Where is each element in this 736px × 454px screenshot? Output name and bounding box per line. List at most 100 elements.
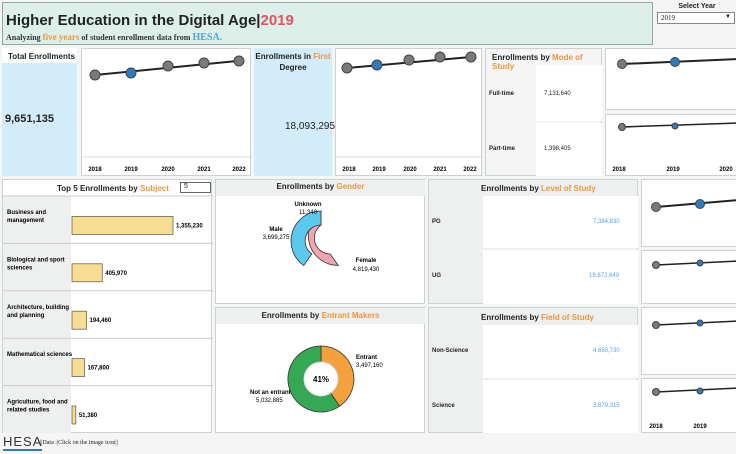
svg-text:2020: 2020 [403,167,417,173]
level-row-value: 7,384,830 [593,219,620,225]
gender-donut: Unknown 11,340 Male 3,699,275 Female 4,8… [263,202,380,273]
mode-title: Enrollments by Mode of Study [492,53,583,71]
x-tick: 2022 [232,167,246,173]
chevron-down-icon: ▼ [725,14,731,20]
level-row-value: 19,672,640 [589,273,620,279]
page-subtitle: Analyzing five years of student enrollme… [6,32,223,43]
level-card: Enrollments by Level of Study PG 7,384,8… [428,179,638,304]
x-tick: 2020 [161,167,175,173]
trend-point [89,69,101,81]
level-row-label: UG [432,273,441,279]
select-year-dropdown[interactable]: 2019 ▼ [657,12,735,24]
subject-label: Mathematical sciences [7,352,73,358]
subject-label: sciences [7,265,33,271]
total-enrollments-card: Total Enrollments 9,651,135 [2,48,77,176]
subject-bar-chart: Business and management 1,355,230 Biologica… [3,195,213,425]
hesa-logo[interactable]: HESA [3,434,43,451]
svg-text:Not an entrant: Not an entrant [250,390,291,396]
subject-label: Business and [7,210,46,216]
gender-card: Enrollments by Gender Unknown 11,340 Mal… [215,179,426,304]
subject-label: Biological and sport [7,257,65,263]
svg-text:2019: 2019 [372,167,386,173]
subject-value: 1,355,230 [176,223,203,229]
footer-data-link[interactable]: ||Data :|Click on the image icon|| [40,440,118,446]
mode-of-study-card: Enrollments by Mode of Study Full-time 7… [485,48,602,176]
subject-bar [71,405,77,425]
svg-text:2021: 2021 [433,167,447,173]
subject-value: 194,460 [89,318,111,324]
svg-text:2018: 2018 [649,424,663,430]
svg-text:3,497,160: 3,497,160 [356,363,383,369]
subject-value: 405,970 [105,271,127,277]
parttime-trend: 2018 2019 2020 [605,114,736,176]
subject-bar [71,358,85,377]
subject-label: management [7,218,44,224]
footer: HESA ||Data :|Click on the image icon|| [0,433,736,454]
trend-point [198,57,210,69]
total-enrollments-title: Total Enrollments [8,52,75,61]
topn-input[interactable]: 5 [180,182,211,193]
select-year-label: Select Year [678,3,716,10]
mode-row-value: 1,398,405 [544,146,571,152]
mode-row-value: 7,131,640 [544,91,571,97]
subject-label: and planning [7,313,45,319]
entrant-title: Enrollments by Entrant Makers [216,308,425,324]
science-trend: 2018 2019 [641,378,736,433]
level-row-label: PG [432,219,441,225]
subject-bar [71,310,87,330]
x-tick: 2021 [197,167,211,173]
subject-value: 51,380 [79,413,98,419]
x-tick: 2019 [124,167,138,173]
trend-point [162,60,174,72]
subject-label: related studies [7,408,50,414]
subject-value: 167,800 [88,366,110,372]
entrant-donut: 41% Entrant 3,497,160 Not an entrant 5,0… [250,345,383,413]
pg-trend [641,179,736,247]
svg-text:3,699,275: 3,699,275 [263,235,290,241]
subject-label: Agriculture, food and [7,400,68,406]
svg-text:Male: Male [269,227,283,233]
page-title: Higher Education in the Digital Age|2019 [6,12,294,29]
first-degree-title: Enrollments in First Degree [255,52,331,72]
field-row-label: Science [432,403,455,409]
x-tick: 2018 [88,167,102,173]
field-row-value: 3,879,315 [593,403,620,409]
trend-point-selected [125,67,137,79]
svg-text:2022: 2022 [463,167,477,173]
fulltime-trend [605,48,736,110]
svg-text:Unknown: Unknown [295,202,322,208]
svg-text:4,819,430: 4,819,430 [353,267,380,273]
level-title: Enrollments by Level of Study [481,184,596,193]
subject-bar [71,263,103,283]
first-degree-card: Enrollments in First Degree 18,093,295 [254,48,336,176]
field-card: Enrollments by Field of Study Non-Scienc… [428,307,638,433]
mode-row-label: Part-time [489,146,516,152]
svg-text:11,340: 11,340 [299,210,318,216]
first-degree-trend: 2018 2019 2020 2021 2022 [335,48,483,176]
subject-bar [71,216,174,235]
field-row-label: Non-Science [432,348,469,354]
svg-text:2018: 2018 [612,167,626,173]
svg-text:2019: 2019 [666,167,680,173]
subject-chart-card: Top 5 Enrollments by Subject 5 Business … [2,179,213,433]
ug-trend [641,250,736,304]
svg-text:Entrant: Entrant [356,355,377,361]
male-slice [290,210,322,267]
subject-label: Architecture, building [7,305,69,311]
svg-text:2020: 2020 [719,167,733,173]
total-enrollments-trend: 2018 2019 2020 2021 2022 [81,48,252,176]
svg-text:2019: 2019 [693,424,707,430]
svg-text:5,032,885: 5,032,885 [256,398,283,404]
entrant-card: Enrollments by Entrant Makers 41% Entran… [215,307,425,433]
mode-row-label: Full-time [489,91,514,97]
total-enrollments-value: 9,651,135 [5,113,54,125]
gender-title: Enrollments by Gender [216,180,425,194]
field-row-value: 4,650,730 [593,348,620,354]
subject-title: Top 5 Enrollments by Subject [57,184,169,193]
first-degree-value: 18,093,295 [285,121,336,132]
svg-text:2018: 2018 [342,167,356,173]
trend-point [233,55,245,67]
nonscience-trend [641,307,736,375]
field-title: Enrollments by Field of Study [481,313,594,322]
entrant-percent: 41% [313,375,329,384]
